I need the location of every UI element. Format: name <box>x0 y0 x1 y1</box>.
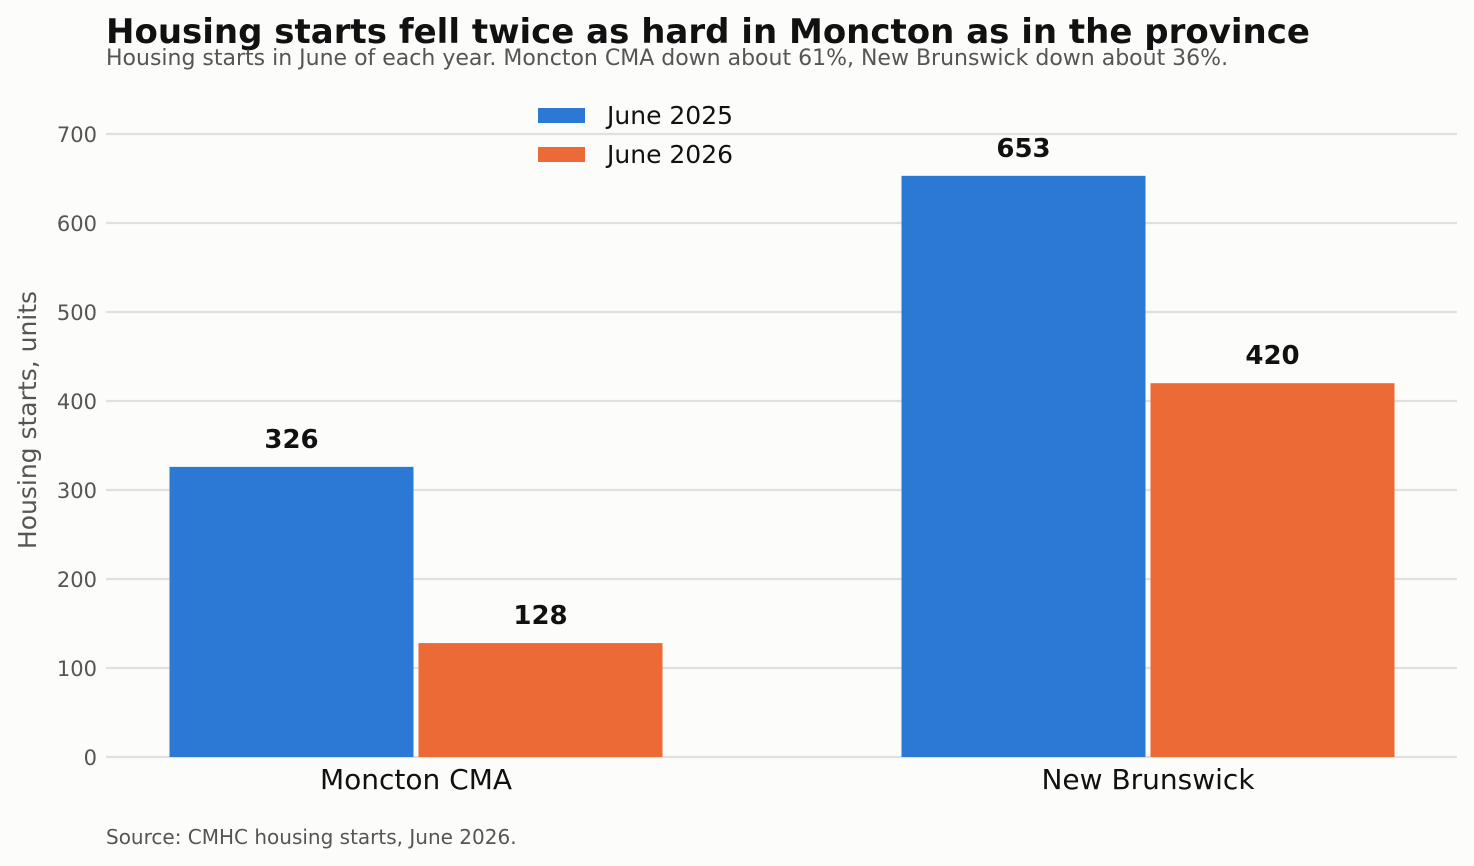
legend-label: June 2026 <box>605 140 733 169</box>
y-tick-label: 200 <box>57 568 97 592</box>
bars <box>169 175 1395 757</box>
bar <box>1150 383 1395 757</box>
x-category-label: New Brunswick <box>1041 763 1255 796</box>
x-axis-categories: Moncton CMA New Brunswick <box>320 763 1255 796</box>
y-tick-label: 600 <box>57 212 97 236</box>
chart-title: Housing starts fell twice as hard in Mon… <box>106 12 1310 52</box>
chart-subtitle: Housing starts in June of each year. Mon… <box>106 46 1228 71</box>
bar <box>418 643 663 757</box>
y-tick-label: 700 <box>57 123 97 147</box>
y-tick-label: 100 <box>57 657 97 681</box>
y-tick-label: 400 <box>57 390 97 414</box>
legend: June 2025 June 2026 <box>538 101 733 169</box>
data-label: 653 <box>996 134 1050 164</box>
y-axis-ticks: 0 100 200 300 400 500 600 700 <box>57 123 97 770</box>
y-tick-label: 500 <box>57 301 97 325</box>
legend-label: June 2025 <box>605 101 733 130</box>
legend-swatch <box>538 108 585 123</box>
data-label: 420 <box>1245 341 1299 371</box>
y-tick-label: 300 <box>57 479 97 503</box>
data-label: 326 <box>264 425 318 455</box>
y-axis-label: Housing starts, units <box>13 291 42 549</box>
y-tick-label: 0 <box>84 746 97 770</box>
legend-swatch <box>538 147 585 162</box>
bar <box>169 466 414 757</box>
bar <box>901 175 1146 757</box>
x-category-label: Moncton CMA <box>320 763 512 796</box>
chart-source: Source: CMHC housing starts, June 2026. <box>106 825 517 849</box>
data-labels: 326 128 653 420 <box>264 134 1299 631</box>
data-label: 128 <box>513 601 567 631</box>
